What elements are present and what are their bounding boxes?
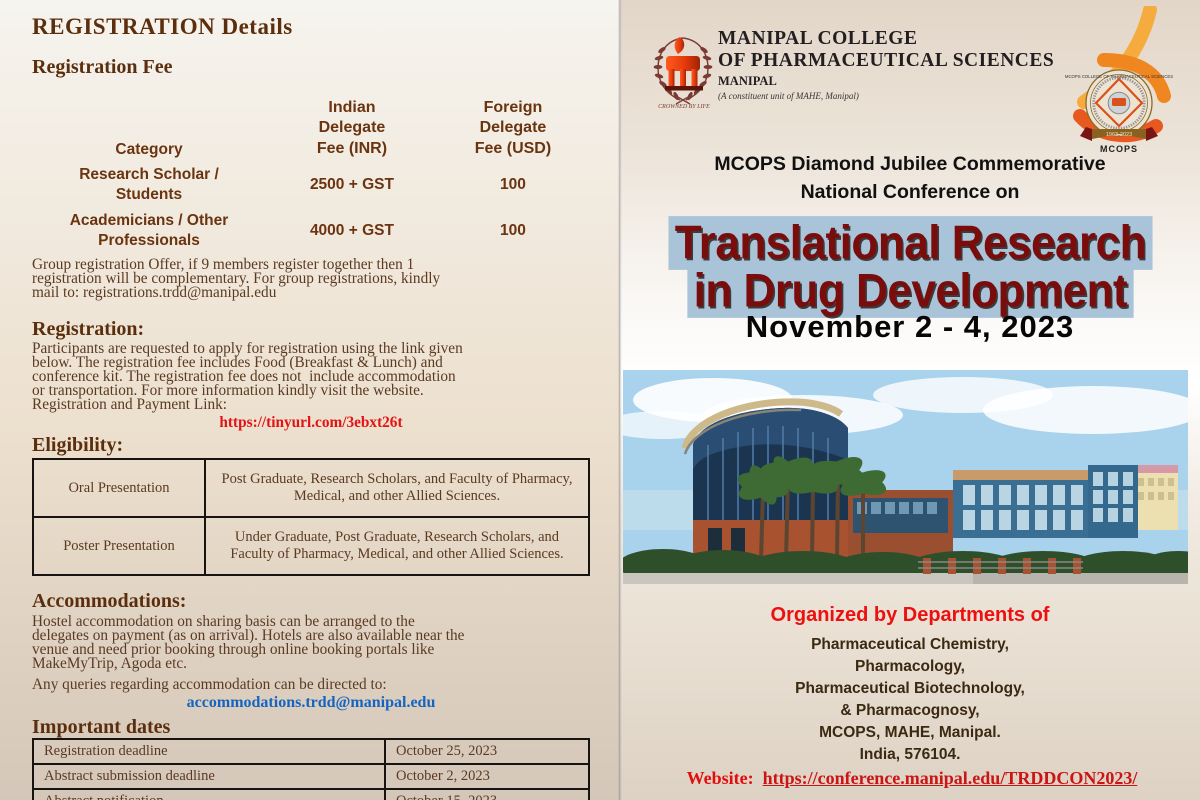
svg-text:CROWNED BY LIFE: CROWNED BY LIFE <box>658 104 710 110</box>
svg-text:1963-2023: 1963-2023 <box>1106 132 1132 138</box>
